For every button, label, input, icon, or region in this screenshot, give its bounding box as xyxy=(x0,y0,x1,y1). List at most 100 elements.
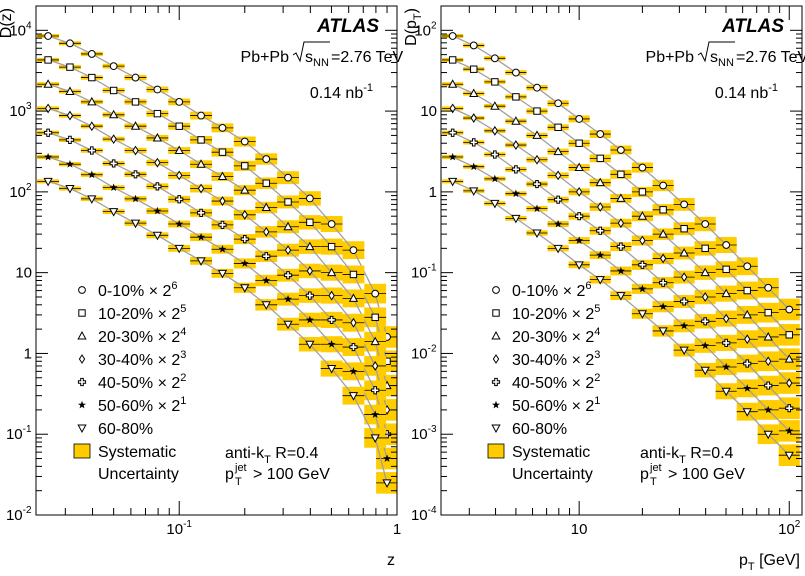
legend-label: 50-60% × 2 xyxy=(512,398,594,415)
data-point xyxy=(219,196,226,206)
data-point xyxy=(722,338,731,348)
data-point xyxy=(659,302,668,310)
data-point xyxy=(130,219,141,229)
data-point xyxy=(65,86,75,95)
legend-entry: 40-50% × 22 xyxy=(512,372,600,392)
y-tick-label: 1 xyxy=(429,184,437,201)
data-point xyxy=(784,451,794,461)
legend-marker xyxy=(78,400,86,409)
energy-value: =2.76 TeV xyxy=(736,49,805,66)
data-point xyxy=(763,331,773,341)
data-point xyxy=(533,204,541,213)
data-point xyxy=(44,152,53,161)
data-point xyxy=(370,336,380,346)
data-point xyxy=(554,99,563,108)
cut-value: > 100 GeV xyxy=(253,466,330,483)
data-point xyxy=(383,454,392,462)
xlabel-sub: T xyxy=(748,561,755,571)
y-tick-base: 10 xyxy=(420,103,437,120)
luminosity: 0.14 nb-1 xyxy=(310,82,373,102)
data-point xyxy=(261,301,271,310)
data-point xyxy=(532,130,542,139)
data-point xyxy=(597,202,604,212)
data-point xyxy=(153,109,162,118)
series-4 xyxy=(442,103,800,394)
legend-label: 0-10% × 2 xyxy=(512,283,585,300)
data-point xyxy=(176,170,183,181)
data-point xyxy=(241,162,249,170)
y-tick-label: 102 xyxy=(9,182,32,201)
legend-marker xyxy=(78,354,86,364)
data-point xyxy=(305,241,315,251)
data-point xyxy=(554,195,563,204)
data-point xyxy=(131,73,140,82)
data-point xyxy=(680,200,689,209)
data-point xyxy=(785,404,794,413)
legend-entry: 50-60% × 21 xyxy=(98,395,186,415)
data-point xyxy=(785,305,794,314)
legend-marker xyxy=(491,377,501,387)
data-point xyxy=(218,220,227,230)
x-axis-title: pT [GeV] xyxy=(739,552,800,571)
data-point xyxy=(638,284,647,293)
y-tick-label: 10-4 xyxy=(411,505,437,524)
data-point xyxy=(197,232,206,241)
legend-entry: 10-20% × 25 xyxy=(98,303,186,323)
data-point xyxy=(240,259,249,267)
data-point xyxy=(616,266,625,275)
data-point xyxy=(305,340,315,350)
data-point xyxy=(88,121,96,132)
data-point xyxy=(43,128,53,137)
data-point xyxy=(659,278,668,287)
legend-entry: 40-50% × 22 xyxy=(98,372,186,392)
cut-val: > 100 GeV xyxy=(253,466,330,483)
legend-marker xyxy=(492,286,500,294)
x-tick-exp: -1 xyxy=(183,519,192,530)
data-point xyxy=(638,163,647,172)
legend-label: 0-10% × 2 xyxy=(98,283,171,300)
data-point xyxy=(66,63,74,71)
data-point xyxy=(469,88,479,98)
algo-text: anti-k xyxy=(640,445,680,462)
data-point xyxy=(490,199,500,209)
series-5 xyxy=(442,128,800,419)
data-point xyxy=(448,56,457,64)
y-tick-exp: 2 xyxy=(431,20,437,31)
data-point xyxy=(617,170,625,179)
data-point xyxy=(470,65,478,73)
data-point xyxy=(512,68,520,77)
xlabel-main: p xyxy=(739,552,748,569)
data-point xyxy=(371,313,379,322)
data-point xyxy=(680,321,689,330)
data-point xyxy=(744,334,751,345)
algo-r: R=0.4 xyxy=(271,445,319,462)
data-point xyxy=(240,185,250,194)
series-2 xyxy=(37,56,397,373)
legend-exp: 4 xyxy=(180,326,186,338)
data-point xyxy=(596,250,605,259)
data-point xyxy=(87,96,97,106)
data-point xyxy=(680,225,688,233)
data-point xyxy=(658,327,668,336)
data-point xyxy=(371,410,380,418)
data-point xyxy=(616,193,626,202)
xlabel-unit: [GeV] xyxy=(755,552,800,569)
lumi-exp: -1 xyxy=(363,82,373,94)
data-point xyxy=(659,181,668,190)
data-point xyxy=(596,226,605,235)
y-tick-exp: -3 xyxy=(428,424,437,435)
data-point xyxy=(490,54,499,63)
data-point xyxy=(575,186,583,197)
data-point xyxy=(153,206,162,215)
legend-entry: 30-40% × 23 xyxy=(98,349,186,369)
data-point xyxy=(87,146,96,155)
y-tick-label: 10 xyxy=(15,265,32,282)
legend-exp: 4 xyxy=(594,326,600,338)
atlas-label: ATLAS xyxy=(721,16,784,37)
cut-subscript: T xyxy=(650,476,657,488)
x-tick-label: 10-1 xyxy=(166,519,192,538)
jet-pt-cut: p xyxy=(640,466,649,483)
y-tick-exp: 4 xyxy=(26,20,32,31)
